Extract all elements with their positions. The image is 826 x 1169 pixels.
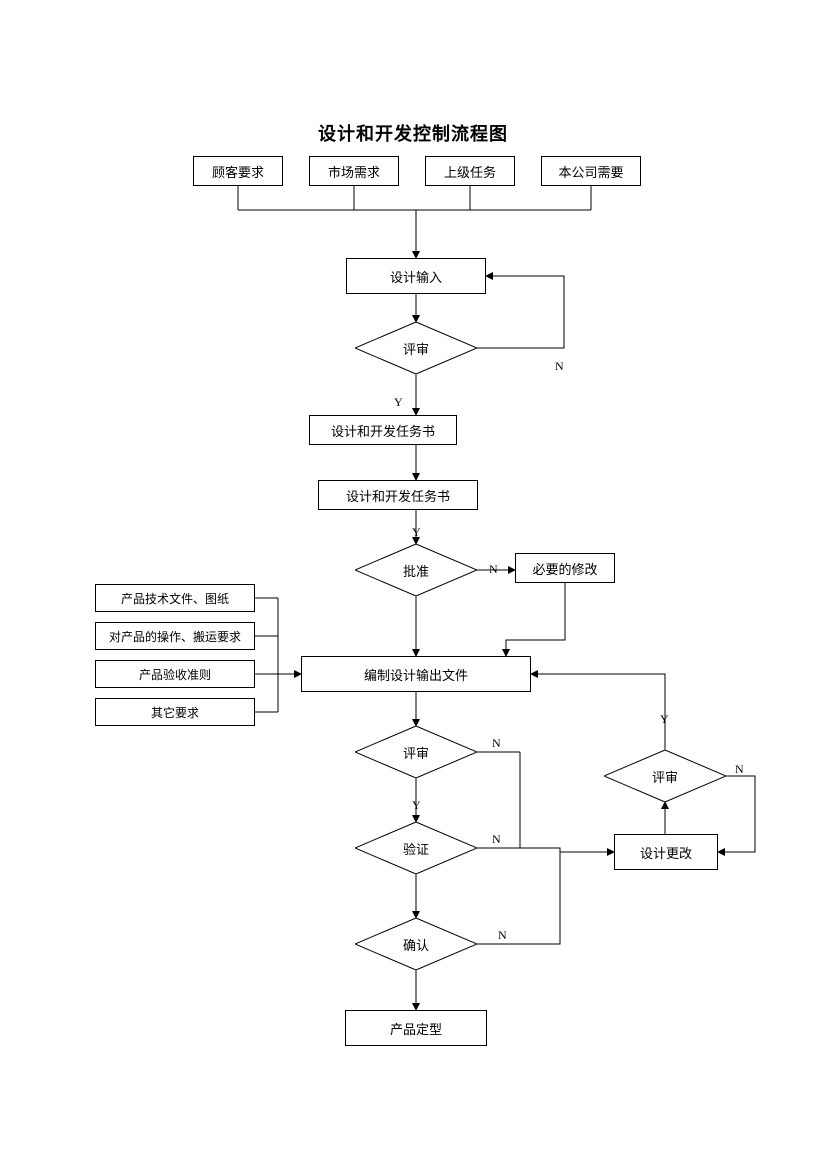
edge-review1-y: Y <box>394 395 403 410</box>
edge-review1-n: N <box>555 359 564 374</box>
node-finalize: 产品定型 <box>345 1010 487 1046</box>
edge-review2-y: Y <box>412 798 421 813</box>
node-verify: 验证 <box>355 822 477 874</box>
node-modify: 必要的修改 <box>515 553 615 583</box>
edge-review3-n: N <box>735 762 744 777</box>
node-review-3-label: 评审 <box>604 750 726 802</box>
edge-review3-y: Y <box>660 712 669 727</box>
edge-confirm-n: N <box>498 928 507 943</box>
node-confirm-label: 确认 <box>355 918 477 970</box>
node-company-need: 本公司需要 <box>541 156 641 186</box>
edge-approve-y: Y <box>412 525 421 540</box>
node-customer-request: 顾客要求 <box>193 156 283 186</box>
node-design-input: 设计输入 <box>346 258 486 294</box>
node-output-doc: 编制设计输出文件 <box>301 656 531 692</box>
node-design-change: 设计更改 <box>614 834 718 870</box>
node-approve: 批准 <box>355 544 477 596</box>
node-task-1: 设计和开发任务书 <box>309 415 457 445</box>
edge-review2-n: N <box>492 736 501 751</box>
node-review-3: 评审 <box>604 750 726 802</box>
node-superior-task: 上级任务 <box>425 156 515 186</box>
node-review-2-label: 评审 <box>355 726 477 778</box>
node-review-1-label: 评审 <box>355 322 477 374</box>
node-side-2: 对产品的操作、搬运要求 <box>95 622 255 650</box>
node-approve-label: 批准 <box>355 544 477 596</box>
node-review-2: 评审 <box>355 726 477 778</box>
node-task-2: 设计和开发任务书 <box>318 480 478 510</box>
page-title: 设计和开发控制流程图 <box>0 120 826 146</box>
flowchart-page: 设计和开发控制流程图 顾客要求 市场需求 上级任务 本公司需要 设计输入 评审 … <box>0 0 826 1169</box>
edge-approve-n: N <box>489 562 498 577</box>
node-confirm: 确认 <box>355 918 477 970</box>
node-verify-label: 验证 <box>355 822 477 874</box>
node-side-1: 产品技术文件、图纸 <box>95 584 255 612</box>
node-side-3: 产品验收准则 <box>95 660 255 688</box>
node-market-demand: 市场需求 <box>309 156 399 186</box>
node-side-4: 其它要求 <box>95 698 255 726</box>
node-review-1: 评审 <box>355 322 477 374</box>
edge-verify-n: N <box>492 832 501 847</box>
